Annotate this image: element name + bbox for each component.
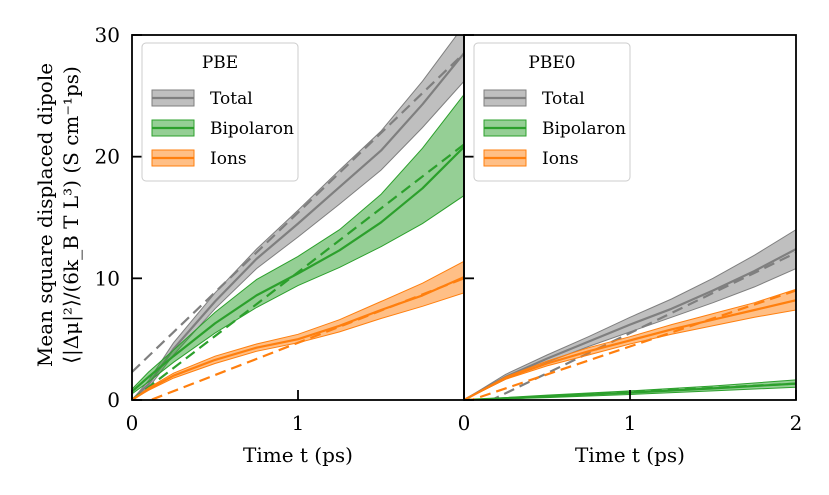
left-ions-fit-line (151, 277, 464, 400)
right-total-mean-line (464, 248, 796, 400)
right-legend-total-label: Total (542, 89, 585, 109)
right-bipolaron-band (464, 379, 796, 400)
left-bipolaron-mean-line (132, 146, 464, 393)
legends: PBE Total Bipolaron Ions PBE0 Total Bipolaron I… (141, 42, 631, 182)
right-ions-band (464, 288, 796, 400)
y-axis-label-line2: ⟨|Δμ|²⟩/(6k_B T L³) (S cm⁻¹ps) (59, 66, 84, 364)
right-x-tick-label: 2 (790, 411, 803, 435)
right-bipolaron-fit-line (464, 382, 796, 400)
left-legend-total-label: Total (210, 89, 253, 109)
left-total-fit-line (132, 52, 464, 373)
left-x-tick-label: 1 (292, 411, 305, 435)
left-ions-band (132, 260, 464, 400)
left-panel-data (132, 35, 464, 400)
right-legend-bipolaron-label: Bipolaron (542, 119, 626, 139)
left-y-tick-label: 10 (95, 266, 120, 290)
left-legend-ions-label: Ions (210, 149, 247, 169)
left-legend-box (141, 42, 299, 182)
left-ions-mean-line (132, 276, 464, 400)
y-axis-label-line1: Mean square displaced dipole (33, 63, 57, 367)
left-x-tick-label: 0 (126, 411, 139, 435)
right-legend-title: PBE0 (528, 53, 575, 73)
right-ions-mean-line (464, 299, 796, 400)
left-legend-bipolaron-label: Bipolaron (210, 119, 294, 139)
right-panel-data (464, 229, 796, 400)
left-bipolaron-fit-line (132, 143, 464, 400)
right-legend-box (473, 42, 631, 182)
right-x-tick-label: 0 (458, 411, 471, 435)
x-axis-label-right: Time t (ps) (575, 443, 685, 467)
left-bipolaron-band (132, 93, 464, 395)
right-legend-ions-label: Ions (542, 149, 579, 169)
right-total-fit-line (489, 251, 796, 400)
x-axis-label-left: Time t (ps) (243, 443, 353, 467)
left-y-tick-label: 30 (95, 23, 120, 47)
right-ions-fit-line (467, 289, 796, 400)
left-y-tick-label: 0 (107, 388, 120, 412)
left-legend-title: PBE (202, 53, 238, 73)
left-y-tick-label: 20 (95, 145, 120, 169)
right-x-tick-label: 1 (624, 411, 637, 435)
